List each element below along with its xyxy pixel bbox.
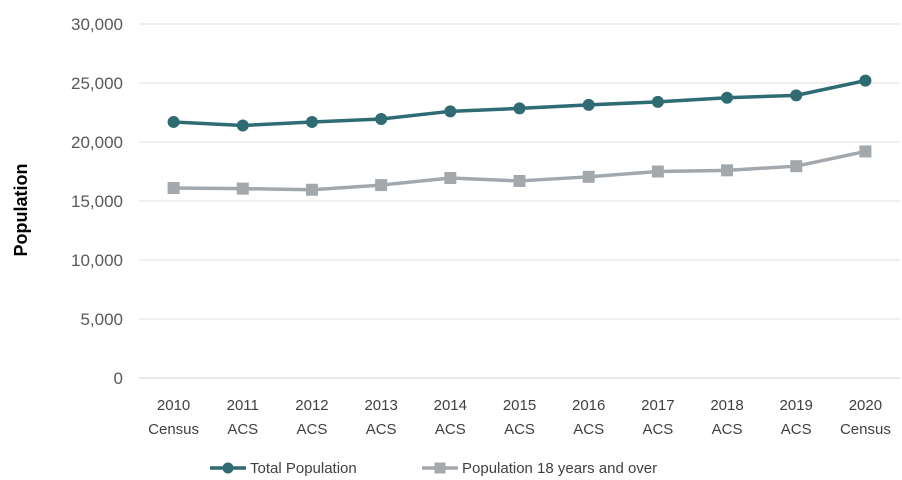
data-point xyxy=(721,164,734,177)
data-point xyxy=(444,105,457,118)
series-group xyxy=(167,74,872,196)
data-point xyxy=(513,174,526,187)
y-tick-label: 25,000 xyxy=(71,74,123,93)
data-point xyxy=(305,115,318,128)
x-axis-ticks: 2010 Census 2011 ACS 2012 ACS 2013 ACS 2014 ACS 20… xyxy=(148,397,891,438)
data-point xyxy=(790,89,803,102)
x-tick-sublabel: ACS xyxy=(297,421,328,438)
x-tick-sublabel: ACS xyxy=(642,421,673,438)
legend-marker xyxy=(222,462,234,474)
y-tick-label: 5,000 xyxy=(80,310,123,329)
x-tick-sublabel: ACS xyxy=(227,421,258,438)
legend-marker xyxy=(434,462,446,474)
x-tick-sublabel: ACS xyxy=(435,421,466,438)
data-point xyxy=(444,171,457,184)
data-point xyxy=(513,102,526,115)
data-point xyxy=(859,74,872,87)
data-point xyxy=(651,165,664,178)
y-tick-label: 30,000 xyxy=(71,15,123,34)
data-point xyxy=(721,91,734,104)
x-tick-label: 2016 xyxy=(572,397,605,414)
data-point xyxy=(375,112,388,125)
x-tick-sublabel: ACS xyxy=(781,421,812,438)
series-2 xyxy=(167,145,872,196)
x-tick-label: 2010 xyxy=(157,397,190,414)
data-point xyxy=(236,119,249,132)
data-point xyxy=(305,183,318,196)
gridlines xyxy=(139,23,900,379)
legend-item-1: Total Population xyxy=(210,460,357,477)
x-tick-label: 2015 xyxy=(503,397,536,414)
data-point xyxy=(582,170,595,183)
x-tick-label: 2011 xyxy=(227,397,259,414)
data-point xyxy=(651,95,664,108)
data-point xyxy=(790,160,803,173)
x-tick-label: 2018 xyxy=(710,397,743,414)
x-tick-label: 2013 xyxy=(364,397,397,414)
x-tick-sublabel: ACS xyxy=(504,421,535,438)
x-tick-label: 2020 xyxy=(849,397,882,414)
series-1 xyxy=(167,74,872,132)
y-tick-label: 15,000 xyxy=(71,192,123,211)
y-axis-label: Population xyxy=(11,164,31,257)
legend-item-2: Population 18 years and over xyxy=(422,460,657,477)
x-tick-label: 2014 xyxy=(434,397,467,414)
x-tick-sublabel: ACS xyxy=(573,421,604,438)
data-point xyxy=(167,182,180,195)
x-tick-sublabel: ACS xyxy=(366,421,397,438)
x-tick-label: 2019 xyxy=(780,397,813,414)
data-point xyxy=(582,98,595,111)
x-tick-label: 2012 xyxy=(295,397,328,414)
x-tick-label: 2017 xyxy=(641,397,674,414)
y-tick-label: 0 xyxy=(114,369,123,388)
x-tick-sublabel: Census xyxy=(148,421,199,438)
y-tick-label: 10,000 xyxy=(71,251,123,270)
y-axis-ticks: 0 5,000 10,000 15,000 20,000 25,000 30,000 xyxy=(71,15,123,388)
x-tick-sublabel: Census xyxy=(840,421,891,438)
x-tick-sublabel: ACS xyxy=(712,421,743,438)
data-point xyxy=(859,145,872,158)
legend: Total Population Population 18 years and … xyxy=(210,460,657,477)
data-point xyxy=(236,182,249,195)
y-tick-label: 20,000 xyxy=(71,133,123,152)
legend-label: Population 18 years and over xyxy=(462,460,657,477)
data-point xyxy=(375,179,388,192)
legend-label: Total Population xyxy=(250,460,357,477)
data-point xyxy=(167,115,180,128)
